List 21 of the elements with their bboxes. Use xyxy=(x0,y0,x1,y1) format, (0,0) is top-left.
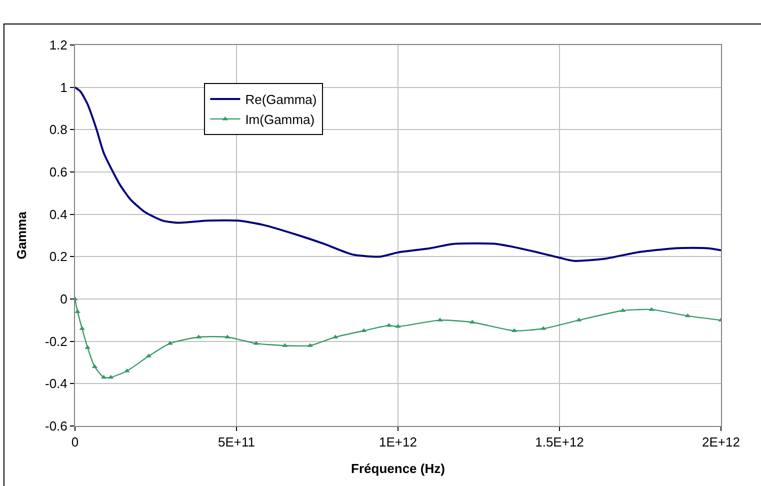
y-tick-label: 0.8 xyxy=(49,122,68,138)
x-axis-title: Fréquence (Hz) xyxy=(351,461,445,476)
y-axis-title: Gamma xyxy=(14,210,29,260)
y-tick-label: 0.6 xyxy=(49,164,68,180)
x-tick-label: 2E+12 xyxy=(702,434,740,450)
legend-label: Im(Gamma) xyxy=(245,112,315,128)
y-tick-label: 0.2 xyxy=(49,249,68,264)
y-tick-label: -0.4 xyxy=(44,376,68,392)
line-series xyxy=(75,86,721,262)
x-tick-label: 5E+11 xyxy=(218,434,255,450)
x-tick-label: 0 xyxy=(71,434,79,450)
legend-label: Re(Gamma) xyxy=(245,92,317,108)
y-tick-label: 0 xyxy=(60,292,68,307)
y-tick-label: -0.2 xyxy=(44,334,68,349)
y-tick-label: 1.2 xyxy=(49,38,68,53)
x-tick-label: 1.5E+12 xyxy=(535,434,584,450)
x-tick-label: 1E+12 xyxy=(379,434,417,450)
point xyxy=(75,309,80,313)
y-tick-label: 1 xyxy=(60,80,68,95)
y-tick-label: 0.4 xyxy=(49,206,68,222)
y-tick-label: -0.6 xyxy=(44,418,68,434)
